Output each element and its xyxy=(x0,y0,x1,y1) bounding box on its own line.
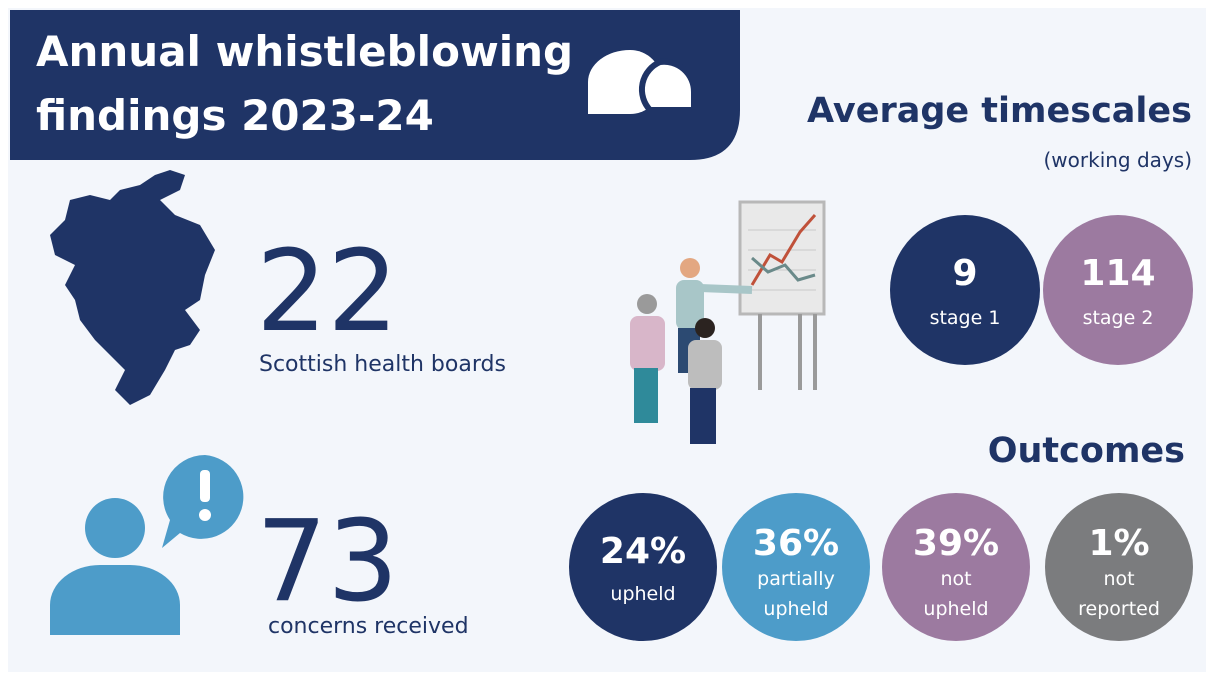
stat-circle xyxy=(722,493,870,641)
circle-label: not xyxy=(940,568,971,590)
circle-number: 39% xyxy=(913,523,999,564)
circle-number: 1% xyxy=(1088,523,1149,564)
section-title: Outcomes xyxy=(988,431,1185,471)
presentation-illustration xyxy=(630,200,826,444)
stat-circle xyxy=(1043,215,1193,365)
stat-circle xyxy=(890,215,1040,365)
circle-number: 114 xyxy=(1080,253,1155,294)
title-line: Annual whistleblowing xyxy=(36,27,573,76)
circle-number: 9 xyxy=(952,253,977,294)
circle-label: not xyxy=(1103,568,1134,590)
stat-circle xyxy=(1045,493,1193,641)
stat-circle xyxy=(569,493,717,641)
stat-label: concerns received xyxy=(268,614,469,639)
circle-label: stage 1 xyxy=(930,307,1001,329)
stat-number: 73 xyxy=(256,497,399,627)
section-subtitle: (working days) xyxy=(1044,148,1193,172)
circle-label: upheld xyxy=(610,583,675,605)
scotland-map xyxy=(50,170,215,405)
stat-number: 22 xyxy=(256,227,399,357)
circle-number: 24% xyxy=(600,531,686,572)
circle-number: 36% xyxy=(753,523,839,564)
circle-label: upheld xyxy=(923,598,988,620)
circle-label: stage 2 xyxy=(1083,307,1154,329)
title-line: findings 2023-24 xyxy=(36,91,434,140)
circle-label: upheld xyxy=(763,598,828,620)
stat-circle xyxy=(882,493,1030,641)
person-icon xyxy=(50,455,244,635)
chat-icon xyxy=(588,50,698,114)
section-title: Average timescales xyxy=(807,91,1192,131)
stat-circles: 9 stage 1 114 stage 2 24% upheld 36% partially u… xyxy=(569,215,1193,641)
circle-label: reported xyxy=(1078,598,1160,620)
circle-label: partially xyxy=(757,568,835,590)
header-box xyxy=(10,10,740,160)
stat-label: Scottish health boards xyxy=(259,352,506,377)
